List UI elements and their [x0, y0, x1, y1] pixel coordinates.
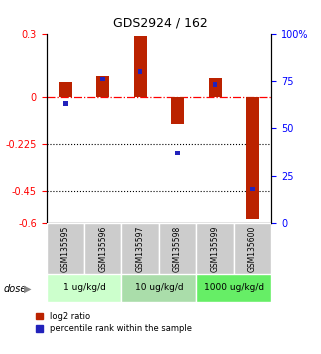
Bar [213, 82, 217, 87]
Bar [159, 223, 196, 274]
Bar [250, 187, 255, 191]
Bar [196, 274, 271, 302]
Bar [121, 223, 159, 274]
Text: GSM135600: GSM135600 [248, 225, 257, 272]
Text: GSM135598: GSM135598 [173, 225, 182, 272]
Bar [84, 223, 121, 274]
Text: GSM135596: GSM135596 [98, 225, 107, 272]
Bar [47, 223, 84, 274]
Bar [246, 97, 259, 219]
Text: GSM135599: GSM135599 [211, 225, 220, 272]
Bar [175, 150, 180, 155]
Text: 1000 ug/kg/d: 1000 ug/kg/d [204, 284, 264, 292]
Bar [234, 223, 271, 274]
Text: 10 ug/kg/d: 10 ug/kg/d [134, 284, 183, 292]
Bar [134, 36, 147, 97]
Bar [59, 82, 72, 97]
Bar [47, 274, 121, 302]
Text: ▶: ▶ [24, 284, 31, 293]
Bar [96, 76, 109, 97]
Text: GSM135597: GSM135597 [136, 225, 145, 272]
Bar [196, 223, 234, 274]
Text: dose: dose [3, 284, 27, 293]
Bar [209, 78, 221, 97]
Bar [63, 101, 67, 106]
Bar [100, 77, 105, 81]
Bar [121, 274, 196, 302]
Text: 1 ug/kg/d: 1 ug/kg/d [63, 284, 105, 292]
Bar [138, 69, 143, 74]
Text: GSM135595: GSM135595 [61, 225, 70, 272]
Bar [171, 97, 184, 124]
Text: GDS2924 / 162: GDS2924 / 162 [113, 17, 208, 29]
Legend: log2 ratio, percentile rank within the sample: log2 ratio, percentile rank within the s… [36, 312, 192, 333]
